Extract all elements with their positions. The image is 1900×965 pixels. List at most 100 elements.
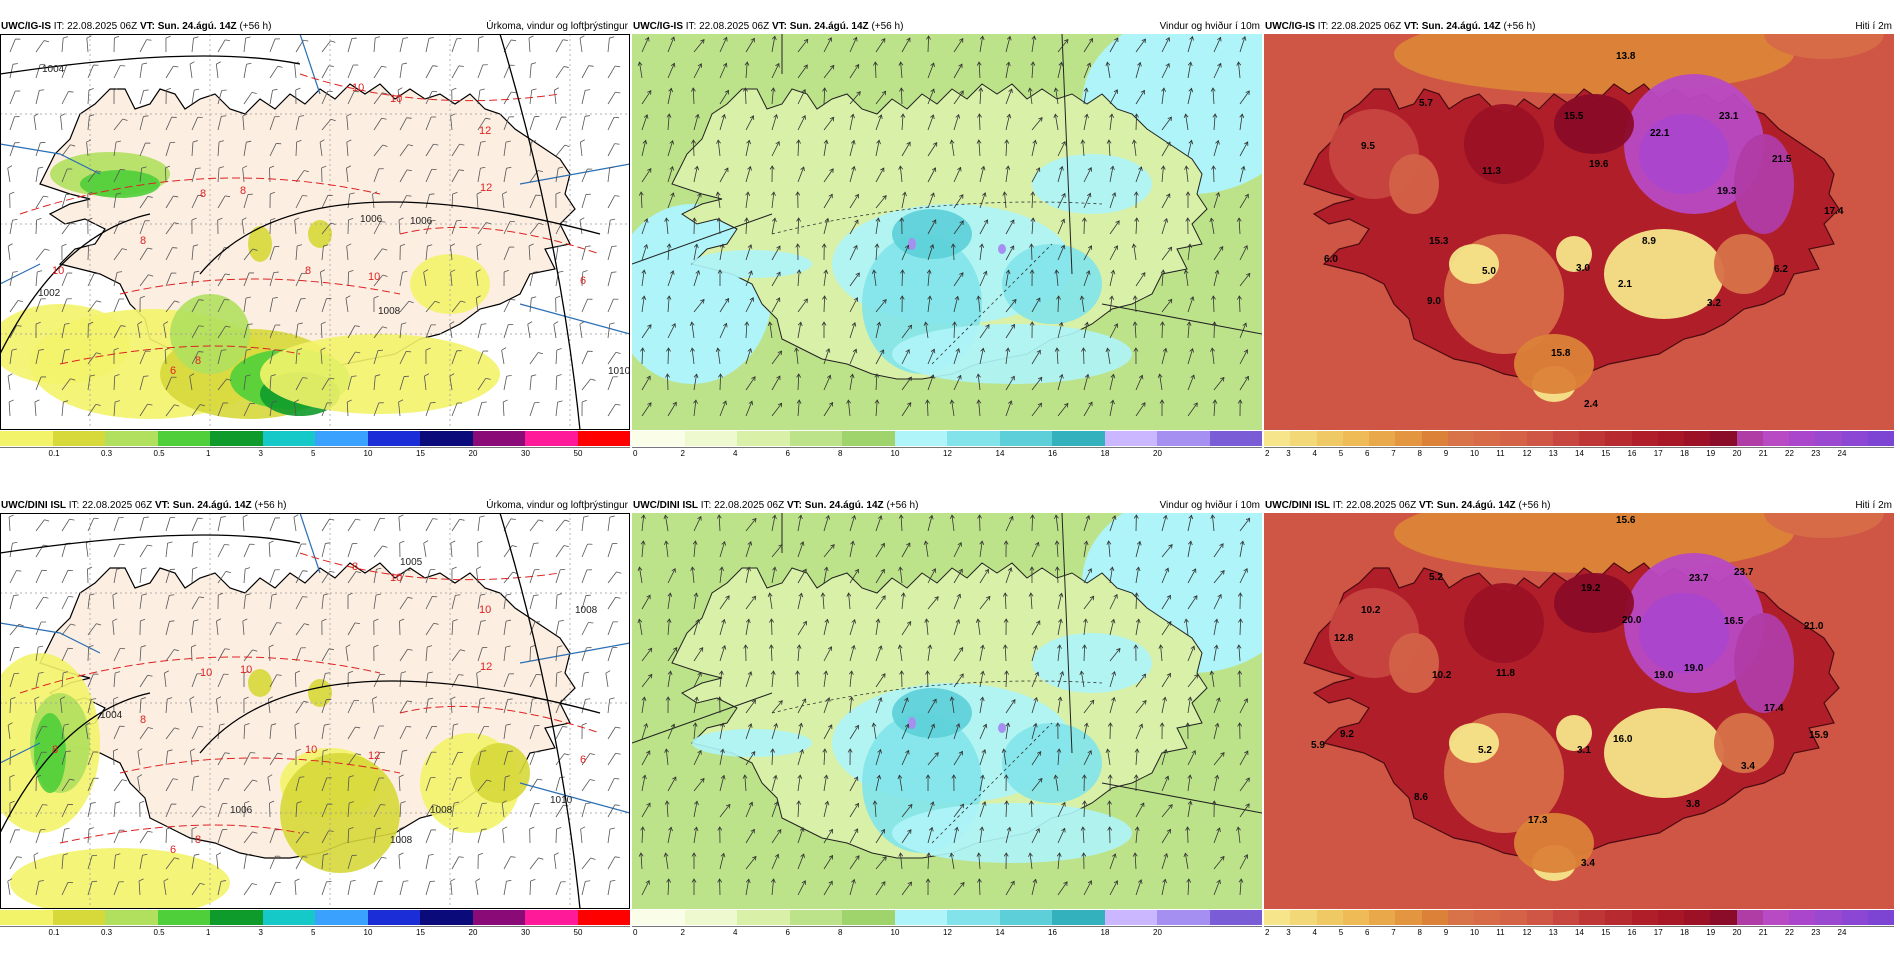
color-swatch — [473, 431, 526, 446]
scale-tick-label: 0.5 — [154, 928, 165, 938]
temp-value-label: 21.5 — [1772, 154, 1792, 165]
temp-area — [1604, 229, 1724, 319]
temp-value-label: 5.2 — [1429, 572, 1443, 583]
wind-barb — [192, 569, 193, 583]
temp-value-label: 21.0 — [1804, 621, 1824, 632]
color-swatch — [1264, 431, 1290, 446]
panel-precip-ig-is: UWC/IG-IS IT: 22.08.2025 06Z VT: Sun. 24… — [0, 20, 630, 486]
scale-tick-label: 11 — [1496, 928, 1504, 938]
scale-tick-label: 2 — [681, 928, 685, 938]
barb-flag — [144, 90, 149, 91]
wind-arrow — [667, 374, 668, 390]
color-swatch — [1763, 910, 1789, 925]
wind-barb — [530, 647, 531, 661]
wind-area — [892, 209, 972, 259]
temp-value-label: 3.2 — [1707, 298, 1721, 309]
scale-tick-label: 10 — [1470, 928, 1479, 938]
lead-time: (+56 h) — [252, 500, 287, 511]
map-area — [632, 34, 1262, 430]
isobar-label: 1010 — [550, 795, 573, 806]
color-swatch — [1157, 910, 1210, 925]
barb-flag — [302, 597, 307, 598]
barb-flag — [459, 675, 464, 676]
field-title: Úrkoma, vindur og loftþrýstingur — [486, 20, 628, 33]
scale-tick-label: 8 — [838, 449, 842, 459]
barb-flag — [14, 595, 19, 596]
gust-maximum — [998, 723, 1006, 733]
color-swatch — [790, 431, 843, 446]
color-swatch — [1000, 431, 1053, 446]
valid-time: Sun. 24.ágú. 14Z — [158, 21, 237, 32]
color-swatch — [1264, 910, 1290, 925]
scale-tick-label: 6 — [1365, 449, 1369, 459]
scale-tick-label: 0.3 — [101, 928, 112, 938]
scale-tick-label: 15 — [416, 928, 425, 938]
temp-value-label: 8.6 — [1414, 792, 1428, 803]
lead-time: (+56 h) — [237, 21, 272, 32]
model-name: UWC/DINI ISL — [633, 500, 698, 511]
color-swatch — [315, 431, 368, 446]
barb-flag — [586, 246, 591, 247]
temp-value-label: 16.0 — [1613, 734, 1633, 745]
scale-tick-label: 6 — [786, 449, 790, 459]
temp-value-label: 15.3 — [1429, 236, 1449, 247]
temp-value-label: 20.0 — [1622, 615, 1642, 626]
color-swatch — [210, 910, 263, 925]
color-swatch — [1395, 910, 1421, 925]
color-swatch — [578, 431, 631, 446]
barb-flag — [586, 803, 591, 804]
barb-flag — [68, 92, 73, 93]
isotherm-label: 6 — [170, 844, 176, 856]
scale-tick-label: 16 — [1628, 928, 1637, 938]
color-swatch — [1684, 431, 1710, 446]
wind-arrow — [771, 619, 772, 635]
temp-value-label: 19.0 — [1684, 663, 1704, 674]
isotherm-label: 12 — [480, 182, 492, 194]
temp-value-label: 19.6 — [1589, 159, 1609, 170]
color-swatch — [1632, 910, 1658, 925]
scale-tick-label: 8 — [838, 928, 842, 938]
temp-value-label: 9.2 — [1340, 729, 1354, 740]
map-svg: 1005100410061008100810101008810101212108… — [0, 513, 630, 909]
field-title: Vindur og hviður í 10m — [1160, 499, 1260, 512]
temp-value-label: 22.1 — [1650, 128, 1670, 139]
valid-time: Sun. 24.ágú. 14Z — [1422, 21, 1501, 32]
scale-tick-label: 14 — [1575, 449, 1584, 459]
color-swatch — [1710, 910, 1736, 925]
temp-value-label: 17.3 — [1528, 815, 1548, 826]
color-swatch — [1500, 910, 1526, 925]
color-swatch — [53, 431, 106, 446]
field-title: Hiti í 2m — [1855, 20, 1892, 33]
temp-value-label: 3.4 — [1581, 858, 1595, 869]
wind-arrow — [1214, 322, 1215, 338]
color-swatch — [737, 910, 790, 925]
temp-area — [1449, 723, 1499, 763]
color-swatch — [1290, 910, 1316, 925]
barb-flag — [248, 324, 253, 325]
color-swatch — [1605, 431, 1631, 446]
panel-header: UWC/IG-IS IT: 22.08.2025 06Z VT: Sun. 24… — [632, 20, 1262, 33]
color-swatch — [685, 431, 738, 446]
wind-barb — [10, 751, 11, 765]
run-info: UWC/DINI ISL IT: 22.08.2025 06Z VT: Sun.… — [1, 499, 286, 512]
color-swatch — [1632, 431, 1658, 446]
color-swatch — [263, 910, 316, 925]
temp-value-label: 19.0 — [1654, 670, 1674, 681]
temp-value-label: 19.3 — [1717, 186, 1737, 197]
temp-value-label: 15.6 — [1616, 515, 1636, 526]
color-swatch — [737, 431, 790, 446]
scale-tick-label: 30 — [521, 928, 530, 938]
scale-tick-label: 19 — [1706, 449, 1715, 459]
color-swatch — [1710, 431, 1736, 446]
scale-tick-label: 3 — [259, 449, 263, 459]
scale-tick-label: 17 — [1654, 928, 1663, 938]
scale-tick-label: 12 — [943, 928, 952, 938]
color-swatch — [1395, 431, 1421, 446]
isotherm-label: 10 — [200, 667, 212, 679]
scale-tick-label: 10 — [364, 449, 373, 459]
isobar-label: 1006 — [360, 214, 383, 225]
scale-tick-label: 12 — [1523, 449, 1532, 459]
scale-tick-label: 8 — [1418, 928, 1422, 938]
scale-tick-label: 20 — [469, 928, 478, 938]
